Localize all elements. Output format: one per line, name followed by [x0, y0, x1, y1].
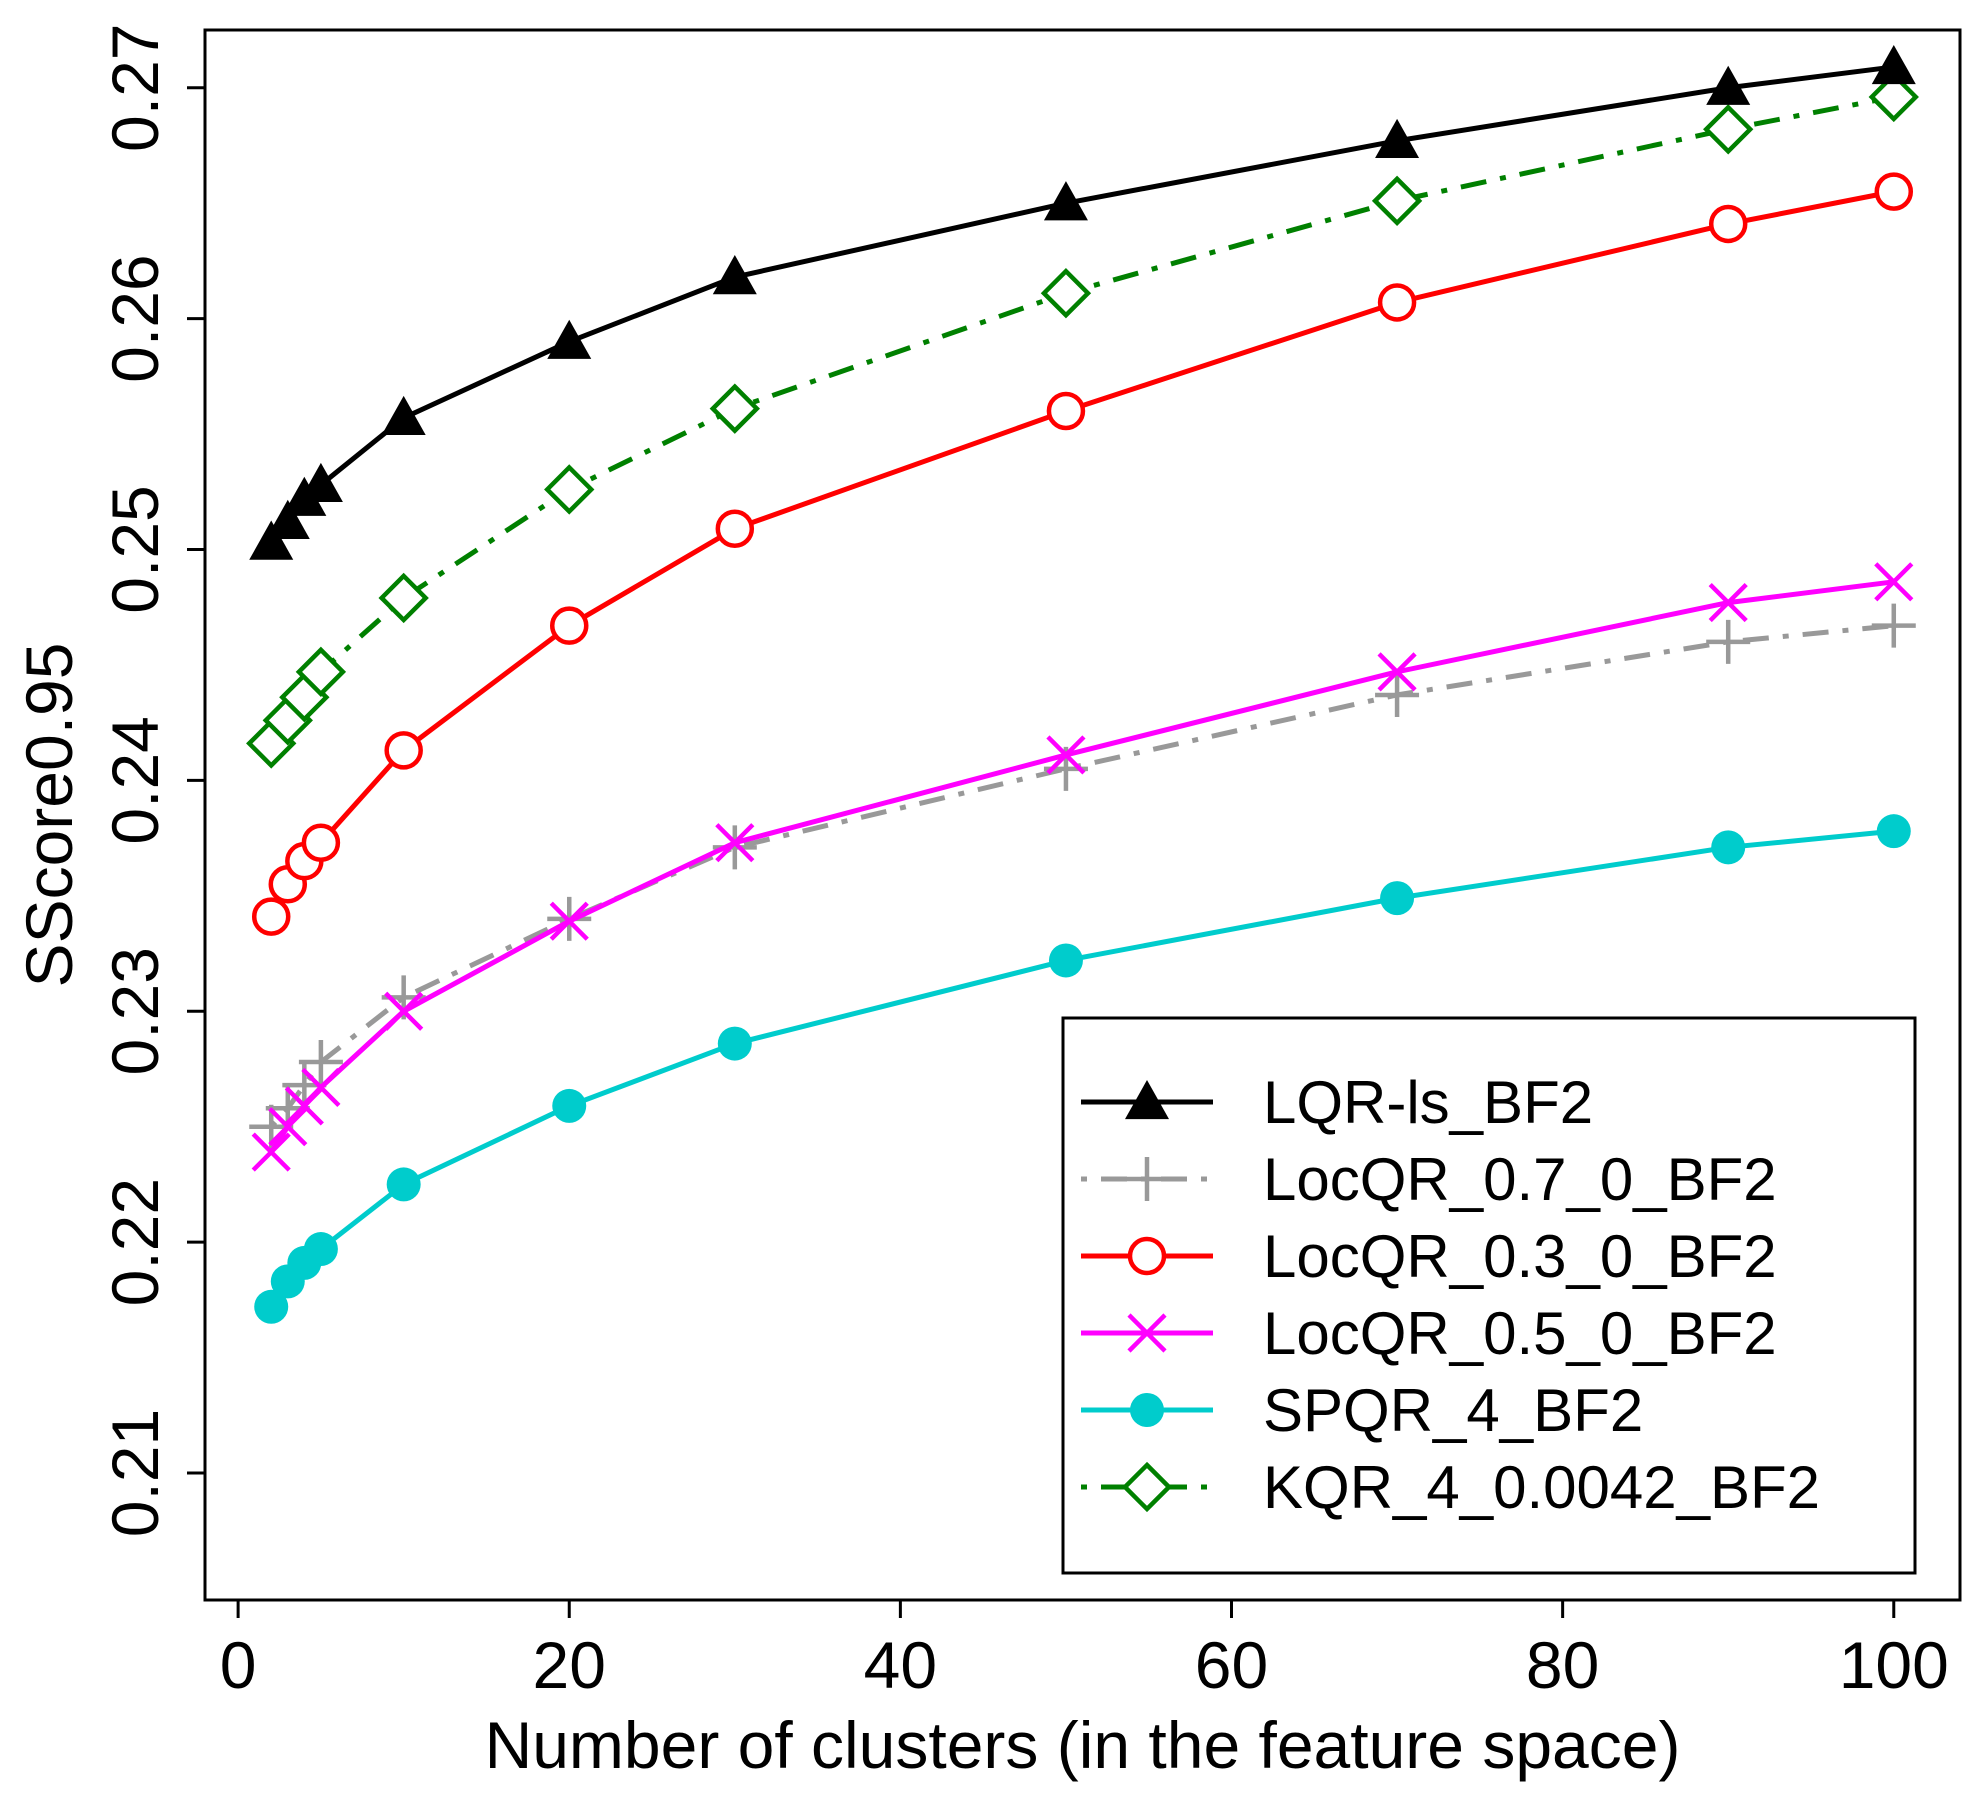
data-point	[1711, 830, 1746, 865]
x-tick-label: 20	[533, 1628, 606, 1702]
data-point	[1048, 943, 1083, 978]
y-tick-label: 0.27	[98, 23, 172, 151]
legend-item: LocQR_0.7_0_BF2	[1081, 1146, 1777, 1213]
legend-marker	[1130, 1393, 1164, 1427]
x-tick-label: 60	[1195, 1628, 1268, 1702]
y-tick-label: 0.23	[98, 947, 172, 1075]
data-point	[1874, 562, 1914, 602]
legend-label: LocQR_0.3_0_BF2	[1263, 1223, 1777, 1290]
legend-item: KQR_4_0.0042_BF2	[1081, 1454, 1820, 1521]
data-point	[1380, 881, 1415, 916]
x-axis-title: Number of clusters (in the feature space…	[485, 1708, 1681, 1782]
data-point	[1375, 672, 1420, 717]
data-point	[1371, 175, 1423, 227]
legend-marker	[1127, 1236, 1167, 1276]
data-point	[268, 1107, 308, 1147]
series-4	[254, 814, 1911, 1324]
data-point	[544, 464, 595, 515]
data-point	[1706, 65, 1751, 105]
data-point	[1377, 652, 1417, 692]
series-2	[251, 172, 1914, 936]
data-point	[1708, 582, 1748, 623]
y-tick-label: 0.26	[98, 254, 172, 382]
legend-label: LocQR_0.5_0_BF2	[1263, 1300, 1777, 1367]
legend-item: LQR-ls_BF2	[1081, 1069, 1593, 1136]
data-point	[1703, 104, 1754, 155]
data-point	[1874, 172, 1914, 211]
data-point	[717, 1026, 752, 1061]
data-point	[295, 646, 347, 698]
data-point	[251, 1132, 291, 1172]
x-tick-label: 40	[864, 1628, 937, 1702]
data-point	[1377, 283, 1417, 322]
y-tick-label: 0.25	[98, 485, 172, 613]
legend-label: SPQR_4_BF2	[1263, 1377, 1643, 1444]
y-axis-title: SScore0.95	[12, 643, 86, 988]
data-point	[1876, 814, 1911, 849]
data-point	[249, 520, 294, 560]
data-point	[301, 1067, 341, 1108]
data-point	[303, 1232, 338, 1267]
series-line	[269, 623, 1895, 1129]
data-point	[547, 319, 592, 359]
x-tick-label: 0	[220, 1628, 257, 1702]
data-point	[386, 1167, 421, 1202]
legend: LQR-ls_BF2 LocQR_0.7_0_BF2 LocQR_0.3_0_BF2…	[1061, 1016, 1917, 1575]
y-axis: 0.21 0.22 0.23 0.24 0.25 0.26 0.27	[98, 23, 205, 1537]
data-point	[712, 255, 757, 295]
legend-label: LocQR_0.7_0_BF2	[1263, 1146, 1777, 1213]
series-layer	[246, 44, 1919, 1324]
data-point	[384, 731, 423, 770]
data-point	[549, 606, 589, 645]
data-point	[1871, 603, 1916, 648]
data-point	[715, 509, 755, 548]
data-point	[298, 1040, 343, 1085]
data-point	[1871, 44, 1916, 85]
series-3	[251, 562, 1914, 1172]
data-point	[1043, 181, 1088, 221]
data-point	[715, 823, 755, 863]
data-point	[378, 572, 429, 624]
data-point	[301, 823, 341, 862]
y-tick-label: 0.21	[98, 1409, 172, 1537]
x-axis: 0 20 40 60 80 100	[220, 1600, 1949, 1702]
data-point	[384, 991, 424, 1031]
legend-marker	[1127, 1313, 1167, 1353]
data-point	[552, 1088, 587, 1123]
plot-frame	[203, 28, 1962, 1602]
data-point	[265, 499, 310, 539]
data-point	[1868, 71, 1919, 123]
legend-marker	[1125, 1080, 1169, 1120]
data-point	[1046, 735, 1086, 775]
data-point	[298, 462, 343, 502]
data-point	[1706, 619, 1751, 664]
data-point	[251, 897, 291, 936]
legend-marker	[1121, 1461, 1173, 1513]
legend-item: LocQR_0.3_0_BF2	[1081, 1223, 1777, 1290]
data-point	[254, 1289, 289, 1324]
data-point	[549, 901, 589, 941]
legend-item: SPQR_4_BF2	[1081, 1377, 1643, 1444]
data-point	[1708, 204, 1748, 244]
legend-box	[1061, 1016, 1917, 1575]
data-point	[381, 395, 426, 436]
y-tick-label: 0.24	[98, 716, 172, 844]
data-point	[1046, 391, 1086, 431]
x-tick-label: 100	[1839, 1628, 1949, 1702]
legend-label: LQR-ls_BF2	[1263, 1069, 1593, 1136]
legend-label: KQR_4_0.0042_BF2	[1263, 1454, 1820, 1521]
series-5	[246, 71, 1919, 769]
data-point	[1375, 118, 1420, 158]
legend-marker	[1125, 1157, 1169, 1201]
x-tick-label: 80	[1526, 1628, 1599, 1702]
y-tick-label: 0.22	[98, 1178, 172, 1306]
data-point	[709, 383, 760, 434]
series-0	[249, 44, 1916, 560]
data-point	[1040, 268, 1092, 319]
legend-item: LocQR_0.5_0_BF2	[1081, 1300, 1777, 1367]
